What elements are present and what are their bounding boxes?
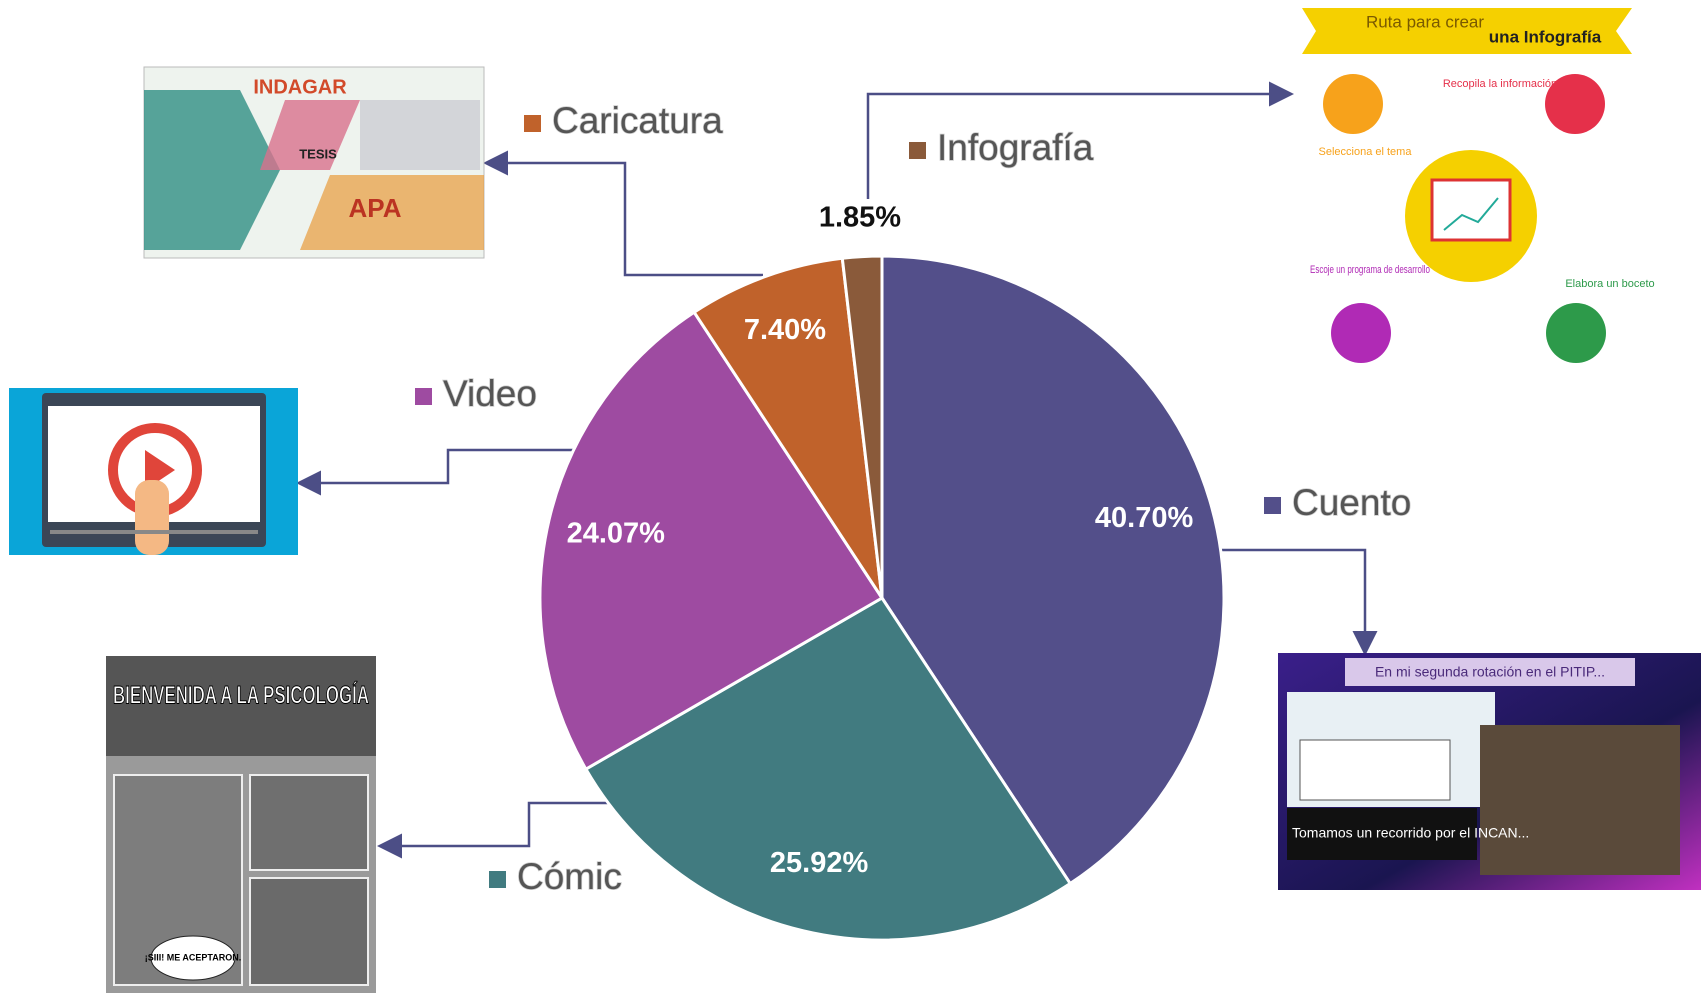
data-label: 24.07%	[567, 518, 666, 550]
thumbnail-title: Ruta para crear	[1366, 12, 1484, 31]
thumbnail-text: Selecciona el tema	[1319, 146, 1413, 158]
connector	[301, 450, 599, 483]
legend-swatch	[415, 388, 432, 405]
thumbnail-text: Escoje un programa de desarrollo	[1310, 264, 1430, 276]
comic-thumbnail: BIENVENIDA A LA PSICOLOGÍA ¡SIII! ME ACE…	[106, 656, 376, 993]
thumbnail-title: BIENVENIDA A LA PSICOLOGÍA	[113, 681, 369, 710]
caricatura-thumbnail: INDAGAR TESIS APA	[144, 67, 484, 258]
thumbnail-title: En mi segunda rotación en el PITIP...	[1375, 664, 1605, 680]
thumbnail-text: Elabora un boceto	[1565, 278, 1654, 290]
legend-label: Infografía	[937, 127, 1094, 168]
connector	[488, 163, 763, 275]
legend-swatch	[1264, 497, 1281, 514]
data-label: 25.92%	[770, 847, 869, 879]
legend-label: Video	[443, 373, 537, 414]
legend-label: Cuento	[1292, 482, 1411, 523]
thumbnail-text: TESIS	[299, 146, 337, 161]
data-label: 40.70%	[1095, 502, 1194, 534]
thumbnail-title: una Infografía	[1489, 27, 1602, 46]
thumbnail-caption: Tomamos un recorrido por el INCAN...	[1292, 825, 1529, 841]
legend-label: Cómic	[517, 856, 622, 897]
thumbnail-text: ¡SIII! ME ACEPTARON.	[145, 952, 242, 962]
data-label: 1.85%	[819, 202, 901, 234]
data-label: 7.40%	[744, 314, 826, 346]
pie	[540, 256, 1224, 940]
legend-swatch	[909, 142, 926, 159]
legend-label: Caricatura	[552, 100, 723, 141]
chart: INDAGAR TESIS APA BIENVENIDA A LA PSICOL…	[0, 0, 1701, 993]
infografia-thumbnail: Ruta para crear una Infografía Seleccion…	[1302, 8, 1655, 363]
video-thumbnail	[9, 388, 298, 555]
thumbnail-text: INDAGAR	[253, 76, 347, 98]
thumbnail-text: Recopila la información	[1443, 78, 1557, 90]
page: INDAGAR TESIS APA BIENVENIDA A LA PSICOL…	[0, 0, 1701, 993]
legend-swatch	[489, 871, 506, 888]
thumbnail-text: APA	[349, 193, 402, 223]
cuento-thumbnail: En mi segunda rotación en el PITIP... To…	[1278, 653, 1701, 890]
legend-swatch	[524, 115, 541, 132]
